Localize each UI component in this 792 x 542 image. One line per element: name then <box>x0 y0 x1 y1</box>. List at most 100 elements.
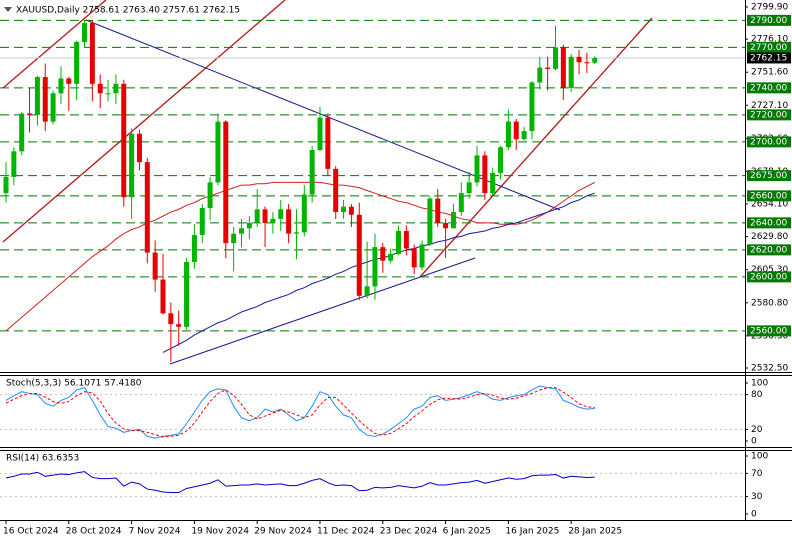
indicator-line <box>5 181 595 332</box>
collapse-icon <box>4 7 12 12</box>
panel-title: XAUUSD,Daily 2758.61 2763.40 2757.61 276… <box>16 6 240 16</box>
y-tick-label: 2751.60 <box>751 68 788 78</box>
candle-body <box>568 56 574 88</box>
y-tick-label: 0 <box>751 437 757 447</box>
candle-body <box>411 248 417 268</box>
level-label-box <box>747 217 791 229</box>
current-price-label: 2762.15 <box>750 53 787 63</box>
x-tick-label: 11 Dec 2024 <box>317 527 375 537</box>
candle-body <box>584 62 590 64</box>
candle-body <box>545 67 551 69</box>
x-tick-label: 23 Dec 2024 <box>380 527 438 537</box>
level-label: 2620.00 <box>750 245 787 255</box>
candle-body <box>121 83 127 198</box>
candle-body <box>505 121 511 148</box>
candle-body <box>293 232 299 234</box>
candle-body <box>160 279 166 314</box>
candle-body <box>498 147 504 173</box>
candle-body <box>553 47 558 69</box>
trendline <box>419 17 653 278</box>
trendline <box>2 0 286 243</box>
candle-body <box>50 93 56 122</box>
trendline <box>169 257 476 365</box>
candle-body <box>576 56 582 63</box>
candle-body <box>239 228 244 234</box>
level-label: 2700.00 <box>750 137 787 147</box>
candle-body <box>129 133 135 198</box>
candle-body <box>19 113 25 152</box>
level-label-box <box>747 82 791 94</box>
candle-body <box>27 113 33 115</box>
candle-body <box>105 93 111 95</box>
candle-body <box>82 23 87 42</box>
trendline <box>2 0 107 89</box>
level-label: 2560.00 <box>750 326 787 336</box>
candle-body <box>97 83 103 94</box>
candle-body <box>144 162 150 253</box>
y-tick-label: 2654.10 <box>751 199 788 209</box>
candle-body <box>309 149 315 195</box>
y-tick-label: 20 <box>751 425 763 435</box>
candle-body <box>184 262 190 327</box>
panel-title: Stoch(5,3,3) 56.1071 57.4180 <box>6 379 142 389</box>
candle-body <box>270 218 276 223</box>
x-tick-label: 7 Nov 2024 <box>129 527 181 537</box>
candle-body <box>89 23 95 84</box>
candle-body <box>482 155 488 194</box>
candle-body <box>199 208 205 236</box>
candle-body <box>474 155 480 183</box>
level-label-box <box>747 170 791 182</box>
candle-body <box>262 209 268 223</box>
candle-body <box>356 214 362 296</box>
candle-body <box>286 209 292 234</box>
level-label: 2600.00 <box>750 272 787 282</box>
candle-body <box>191 235 197 263</box>
candle-body <box>325 117 331 169</box>
level-label: 2675.00 <box>750 171 787 181</box>
candle-body <box>443 222 449 229</box>
y-tick-label: 2727.10 <box>751 101 788 111</box>
indicator-line <box>162 192 595 353</box>
candle-body <box>466 182 472 194</box>
current-price-box <box>747 52 791 64</box>
candle-body <box>254 209 260 223</box>
level-label-box <box>747 14 791 26</box>
x-tick-label: 19 Nov 2024 <box>191 527 249 537</box>
candle-body <box>333 168 339 213</box>
candle-body <box>34 77 40 115</box>
candle-body <box>529 82 535 132</box>
indicator-line <box>5 387 595 438</box>
level-label-box <box>747 41 791 53</box>
candle-body <box>207 182 213 209</box>
level-label: 2740.00 <box>750 83 787 93</box>
candle-body <box>136 133 142 163</box>
candle-body <box>278 209 284 219</box>
candle-body <box>458 193 464 213</box>
candle-body <box>521 131 527 140</box>
candle-body <box>223 121 229 244</box>
candle-body <box>537 67 543 83</box>
candle-body <box>3 176 9 194</box>
y-tick-label: 80 <box>751 390 763 400</box>
candle-body <box>317 117 323 150</box>
y-tick-label: 30 <box>751 492 763 502</box>
candle-body <box>490 172 496 194</box>
panel-title: RSI(14) 63.6353 <box>6 454 79 464</box>
candle-body <box>74 41 80 84</box>
level-label-box <box>747 136 791 148</box>
candle-body <box>380 247 386 261</box>
candle-body <box>301 194 307 233</box>
x-tick-label: 29 Nov 2024 <box>254 527 312 537</box>
candle-body <box>364 286 370 296</box>
level-label: 2660.00 <box>750 191 787 201</box>
y-tick-label: 2605.30 <box>751 265 788 275</box>
x-tick-label: 16 Oct 2024 <box>3 527 59 537</box>
level-label-box <box>747 109 791 121</box>
candle-body <box>113 83 119 94</box>
x-tick-label: 28 Jan 2025 <box>568 527 622 537</box>
candle-body <box>513 121 519 140</box>
x-tick-label: 16 Jan 2025 <box>505 527 559 537</box>
